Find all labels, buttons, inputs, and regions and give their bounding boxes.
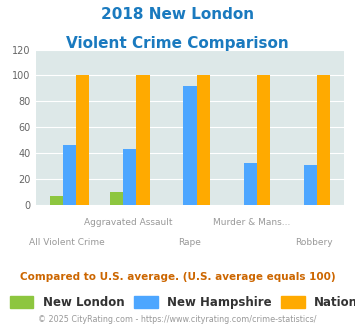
Bar: [257, 75, 270, 205]
Bar: [50, 196, 63, 205]
Bar: [244, 163, 257, 205]
Bar: [110, 192, 123, 205]
Text: Murder & Mans...: Murder & Mans...: [213, 218, 290, 227]
Text: Violent Crime Comparison: Violent Crime Comparison: [66, 36, 289, 51]
Text: © 2025 CityRating.com - https://www.cityrating.com/crime-statistics/: © 2025 CityRating.com - https://www.city…: [38, 315, 317, 324]
Text: All Violent Crime: All Violent Crime: [28, 238, 104, 247]
Text: Aggravated Assault: Aggravated Assault: [84, 218, 173, 227]
Legend: New London, New Hampshire, National: New London, New Hampshire, National: [5, 291, 355, 314]
Bar: [123, 149, 136, 205]
Bar: [317, 75, 330, 205]
Bar: [197, 75, 210, 205]
Text: 2018 New London: 2018 New London: [101, 7, 254, 21]
Bar: [136, 75, 149, 205]
Bar: [304, 165, 317, 205]
Text: Robbery: Robbery: [295, 238, 332, 247]
Text: Compared to U.S. average. (U.S. average equals 100): Compared to U.S. average. (U.S. average …: [20, 272, 335, 282]
Bar: [76, 75, 89, 205]
Bar: [183, 86, 197, 205]
Text: Rape: Rape: [179, 238, 201, 247]
Bar: [63, 145, 76, 205]
